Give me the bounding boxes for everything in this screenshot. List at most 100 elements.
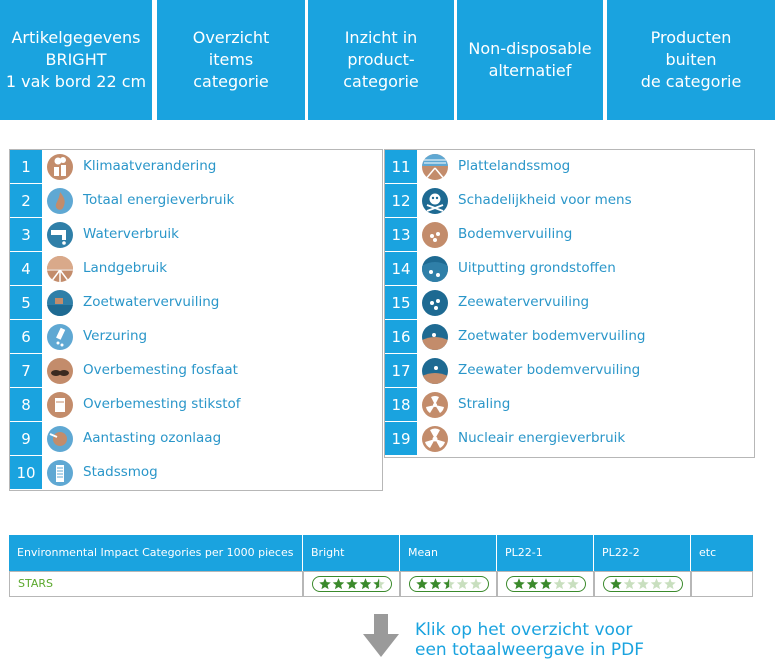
rating-cell-pl22-2	[594, 571, 691, 597]
category-label[interactable]: Schadelijkheid voor mens	[458, 192, 632, 208]
star-icon	[637, 578, 649, 590]
tab-inzicht-productcategorie[interactable]: Inzicht in product- categorie	[308, 0, 454, 120]
star-icon	[650, 578, 663, 590]
category-label[interactable]: Aantasting ozonlaag	[83, 430, 222, 446]
flame-icon	[47, 188, 73, 214]
tab-label: Non-disposable alternatief	[468, 39, 592, 80]
city-smog-icon	[47, 460, 73, 486]
category-label[interactable]: Zoetwater bodemvervuiling	[458, 328, 646, 344]
category-number: 17	[385, 354, 417, 387]
category-row-15[interactable]: 15 Zeewatervervuiling	[385, 286, 754, 319]
category-number: 3	[10, 218, 42, 251]
star-icon	[553, 578, 566, 590]
field-icon	[47, 256, 73, 282]
category-row-11[interactable]: 11 Plattelandssmog	[385, 150, 754, 183]
category-label[interactable]: Stadssmog	[83, 464, 158, 480]
soil-pollution-icon	[422, 222, 448, 248]
tab-label: Inzicht in product- categorie	[343, 28, 419, 91]
rating-cell-mean	[400, 571, 497, 597]
category-row-16[interactable]: 16 Zoetwater bodemvervuiling	[385, 320, 754, 353]
skull-icon	[422, 188, 448, 214]
category-number: 12	[385, 184, 417, 217]
star-icon	[456, 578, 469, 590]
arrow-down-icon	[363, 614, 399, 662]
category-number: 19	[385, 422, 417, 455]
category-row-2[interactable]: 2 Totaal energieverbruik	[10, 184, 382, 217]
category-number: 13	[385, 218, 417, 251]
factory-smoke-icon	[47, 154, 73, 180]
category-label[interactable]: Bodemvervuiling	[458, 226, 573, 242]
category-row-17[interactable]: 17 Zeewater bodemvervuiling	[385, 354, 754, 387]
category-label[interactable]: Plattelandssmog	[458, 158, 571, 174]
category-label[interactable]: Uitputting grondstoffen	[458, 260, 616, 276]
tab-producten-buiten[interactable]: Producten buiten de categorie	[607, 0, 775, 120]
header-pl22-2: PL22-2	[594, 535, 691, 571]
category-number: 8	[10, 388, 42, 421]
category-row-12[interactable]: 12 Schadelijkheid voor mens	[385, 184, 754, 217]
star-rating-badge	[312, 576, 392, 592]
tab-artikelgegevens[interactable]: Artikelgegevens BRIGHT 1 vak bord 22 cm	[0, 0, 152, 120]
category-label[interactable]: Landgebruik	[83, 260, 168, 276]
category-label[interactable]: Totaal energieverbruik	[83, 192, 235, 208]
category-label[interactable]: Waterverbruik	[83, 226, 179, 242]
category-number: 1	[10, 150, 42, 183]
pdf-overview-link[interactable]: Klik op het overzicht voor een totaalwee…	[415, 620, 645, 660]
category-number: 15	[385, 286, 417, 319]
category-row-1[interactable]: 1 Klimaatverandering	[10, 150, 382, 183]
category-number: 16	[385, 320, 417, 353]
tab-non-disposable[interactable]: Non-disposable alternatief	[457, 0, 603, 120]
category-label[interactable]: Zoetwatervervuiling	[83, 294, 220, 310]
star-icon	[470, 578, 482, 590]
header-bright: Bright	[303, 535, 400, 571]
tab-overzicht-items[interactable]: Overzicht items categorie	[157, 0, 305, 120]
category-number: 18	[385, 388, 417, 421]
category-number: 5	[10, 286, 42, 319]
seawater-sediment-icon	[422, 358, 448, 384]
rating-cell-bright	[303, 571, 400, 597]
star-rating-badge	[506, 576, 586, 592]
star-icon	[567, 578, 579, 590]
rating-cell-pl22-1	[497, 571, 594, 597]
impact-category-list-right: 11 Plattelandssmog 12 Schadelijkheid voor m…	[384, 149, 755, 458]
water-tap-icon	[47, 222, 73, 248]
header-impact-categories: Environmental Impact Categories per 1000…	[9, 535, 303, 571]
category-row-13[interactable]: 13 Bodemvervuiling	[385, 218, 754, 251]
category-label[interactable]: Straling	[458, 396, 511, 412]
category-row-4[interactable]: 4 Landgebruik	[10, 252, 382, 285]
stars-rating-table: Environmental Impact Categories per 1000…	[9, 535, 753, 597]
category-label[interactable]: Klimaatverandering	[83, 158, 217, 174]
star-rating-badge	[603, 576, 683, 592]
category-row-8[interactable]: 8 Overbemesting stikstof	[10, 388, 382, 421]
tab-label: Overzicht items categorie	[192, 28, 270, 91]
category-label[interactable]: Overbemesting fosfaat	[83, 362, 238, 378]
category-label[interactable]: Zeewatervervuiling	[458, 294, 590, 310]
category-row-6[interactable]: 6 Verzuring	[10, 320, 382, 353]
impact-category-list-left: 1 Klimaatverandering 2 Totaal energieverbru…	[9, 149, 383, 491]
category-row-7[interactable]: 7 Overbemesting fosfaat	[10, 354, 382, 387]
category-row-3[interactable]: 3 Waterverbruik	[10, 218, 382, 251]
category-number: 11	[385, 150, 417, 183]
category-number: 6	[10, 320, 42, 353]
header-etc: etc	[691, 535, 753, 571]
category-row-9[interactable]: 9 Aantasting ozonlaag	[10, 422, 382, 455]
category-row-18[interactable]: 18 Straling	[385, 388, 754, 421]
stars-row-label: STARS	[9, 571, 303, 597]
category-row-10[interactable]: 10 Stadssmog	[10, 456, 382, 489]
star-icon	[664, 578, 676, 590]
category-label[interactable]: Verzuring	[83, 328, 148, 344]
nuclear-icon	[422, 426, 448, 452]
category-row-14[interactable]: 14 Uitputting grondstoffen	[385, 252, 754, 285]
seawater-pollution-icon	[422, 290, 448, 316]
tab-label: Producten buiten de categorie	[640, 28, 742, 91]
category-label[interactable]: Nucleair energieverbruik	[458, 430, 626, 446]
category-row-5[interactable]: 5 Zoetwatervervuiling	[10, 286, 382, 319]
nitrogen-icon	[47, 392, 73, 418]
star-rating-badge	[409, 576, 489, 592]
category-label[interactable]: Overbemesting stikstof	[83, 396, 241, 412]
category-number: 10	[10, 456, 42, 489]
freshwater-sediment-icon	[422, 324, 448, 350]
category-row-19[interactable]: 19 Nucleair energieverbruik	[385, 422, 754, 455]
category-number: 2	[10, 184, 42, 217]
top-tab-bar: Artikelgegevens BRIGHT 1 vak bord 22 cm …	[0, 0, 775, 120]
category-label[interactable]: Zeewater bodemvervuiling	[458, 362, 641, 378]
